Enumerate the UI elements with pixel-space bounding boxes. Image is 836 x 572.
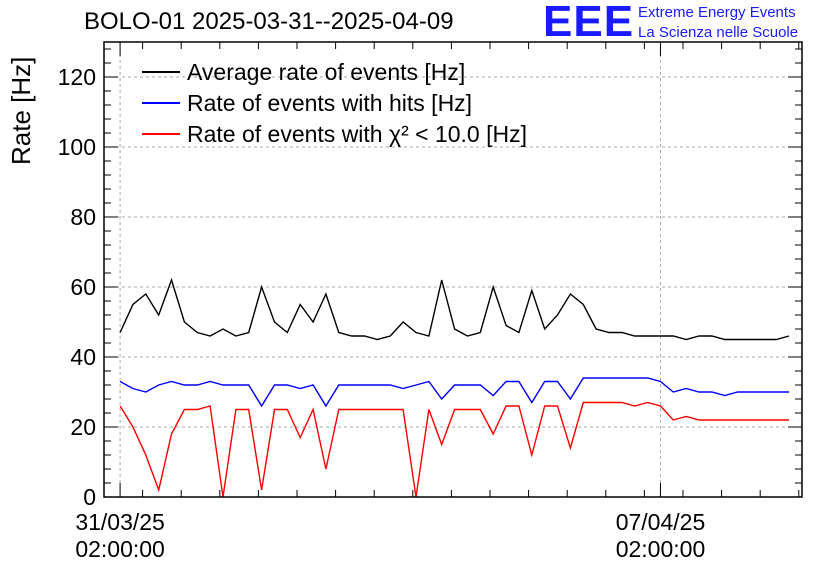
logo-line-1: Extreme Energy Events [638, 4, 796, 21]
y-tick-label: 60 [70, 274, 96, 300]
plot-frame [103, 41, 803, 498]
x-tick-label-time: 02:00:00 [75, 536, 165, 562]
legend-label-0: Average rate of events [Hz] [187, 59, 465, 85]
legend-label-2: Rate of events with χ² < 10.0 [Hz] [187, 121, 527, 147]
y-tick-label: 0 [83, 484, 96, 510]
y-tick-label: 80 [70, 204, 96, 230]
logo-line-2: La Scienza nelle Scuole [638, 24, 799, 41]
series-line-0 [119, 277, 790, 341]
x-tick-label-date: 31/03/25 [75, 509, 165, 535]
x-tick-label-date: 07/04/25 [616, 509, 706, 535]
legend-label-1: Rate of events with hits [Hz] [187, 90, 472, 116]
eee-logo: EEE [543, 0, 634, 44]
y-tick-label: 120 [58, 64, 96, 90]
series-line-2 [119, 401, 790, 498]
y-tick-label: 100 [58, 134, 96, 160]
series-line-1 [119, 377, 790, 408]
chart-title: BOLO-01 2025-03-31--2025-04-09 [84, 8, 454, 35]
eee-logo-text: Extreme Energy Events La Scienza nelle S… [638, 3, 798, 43]
x-tick-label-time: 02:00:00 [616, 536, 706, 562]
y-tick-label: 40 [70, 344, 96, 370]
eee-logo-letters: EEE [543, 0, 635, 46]
y-tick-label: 20 [70, 414, 96, 440]
